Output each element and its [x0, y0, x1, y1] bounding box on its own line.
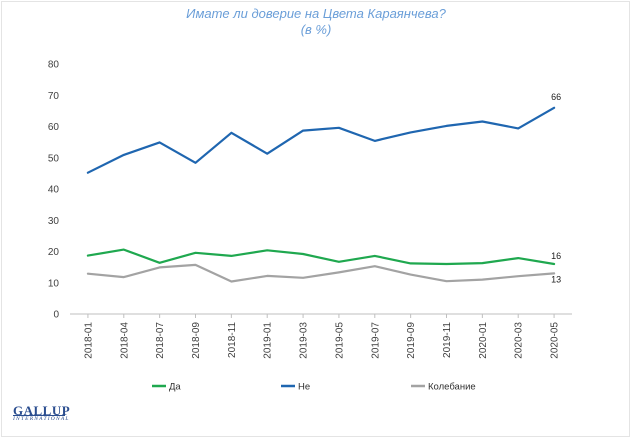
x-tick-label: 2018-04 [119, 322, 130, 359]
y-tick-label: 0 [53, 310, 59, 321]
series-line [86, 106, 556, 174]
x-tick-label: 2019-05 [334, 322, 345, 359]
y-tick-label: 20 [48, 247, 60, 258]
x-tick-label: 2019-03 [299, 322, 310, 359]
chart-subtitle: (в %) [300, 22, 332, 37]
data-label: 66 [551, 92, 561, 102]
y-tick-label: 40 [48, 185, 60, 196]
x-tick-label: 2020-05 [550, 322, 561, 359]
legend-label: Колебание [428, 382, 476, 393]
logo-divider [13, 415, 65, 416]
data-label: 13 [551, 274, 561, 284]
y-tick-label: 60 [48, 122, 60, 133]
legend-label: Не [298, 382, 310, 393]
gallup-logo: GALLUP INTERNATIONAL [13, 403, 73, 425]
x-tick-label: 2020-03 [514, 322, 525, 359]
x-tick-label: 2019-01 [263, 322, 274, 359]
y-tick-label: 70 [48, 91, 60, 102]
x-tick-label: 2018-07 [155, 322, 166, 359]
series-line [86, 248, 556, 266]
logo-main-text: GALLUP [13, 403, 71, 418]
y-tick-label: 50 [48, 153, 60, 164]
x-tick-label: 2019-07 [370, 322, 381, 359]
y-tick-label: 30 [48, 216, 60, 227]
x-tick-label: 2019-09 [406, 322, 417, 359]
x-tick-label: 2019-11 [442, 322, 453, 358]
data-label: 16 [551, 251, 561, 261]
x-tick-label: 2020-01 [478, 322, 489, 359]
logo-sub-text: INTERNATIONAL [13, 416, 70, 422]
x-tick-label: 2018-09 [191, 322, 202, 359]
legend-label: Да [169, 382, 181, 393]
x-tick-label: 2018-01 [83, 322, 94, 359]
series-line [86, 263, 556, 283]
y-tick-label: 10 [48, 278, 60, 289]
x-tick-label: 2018-11 [227, 322, 238, 358]
y-tick-label: 80 [48, 60, 60, 71]
chart-title: Имате ли доверие на Цвета Караянчева? [186, 6, 446, 21]
